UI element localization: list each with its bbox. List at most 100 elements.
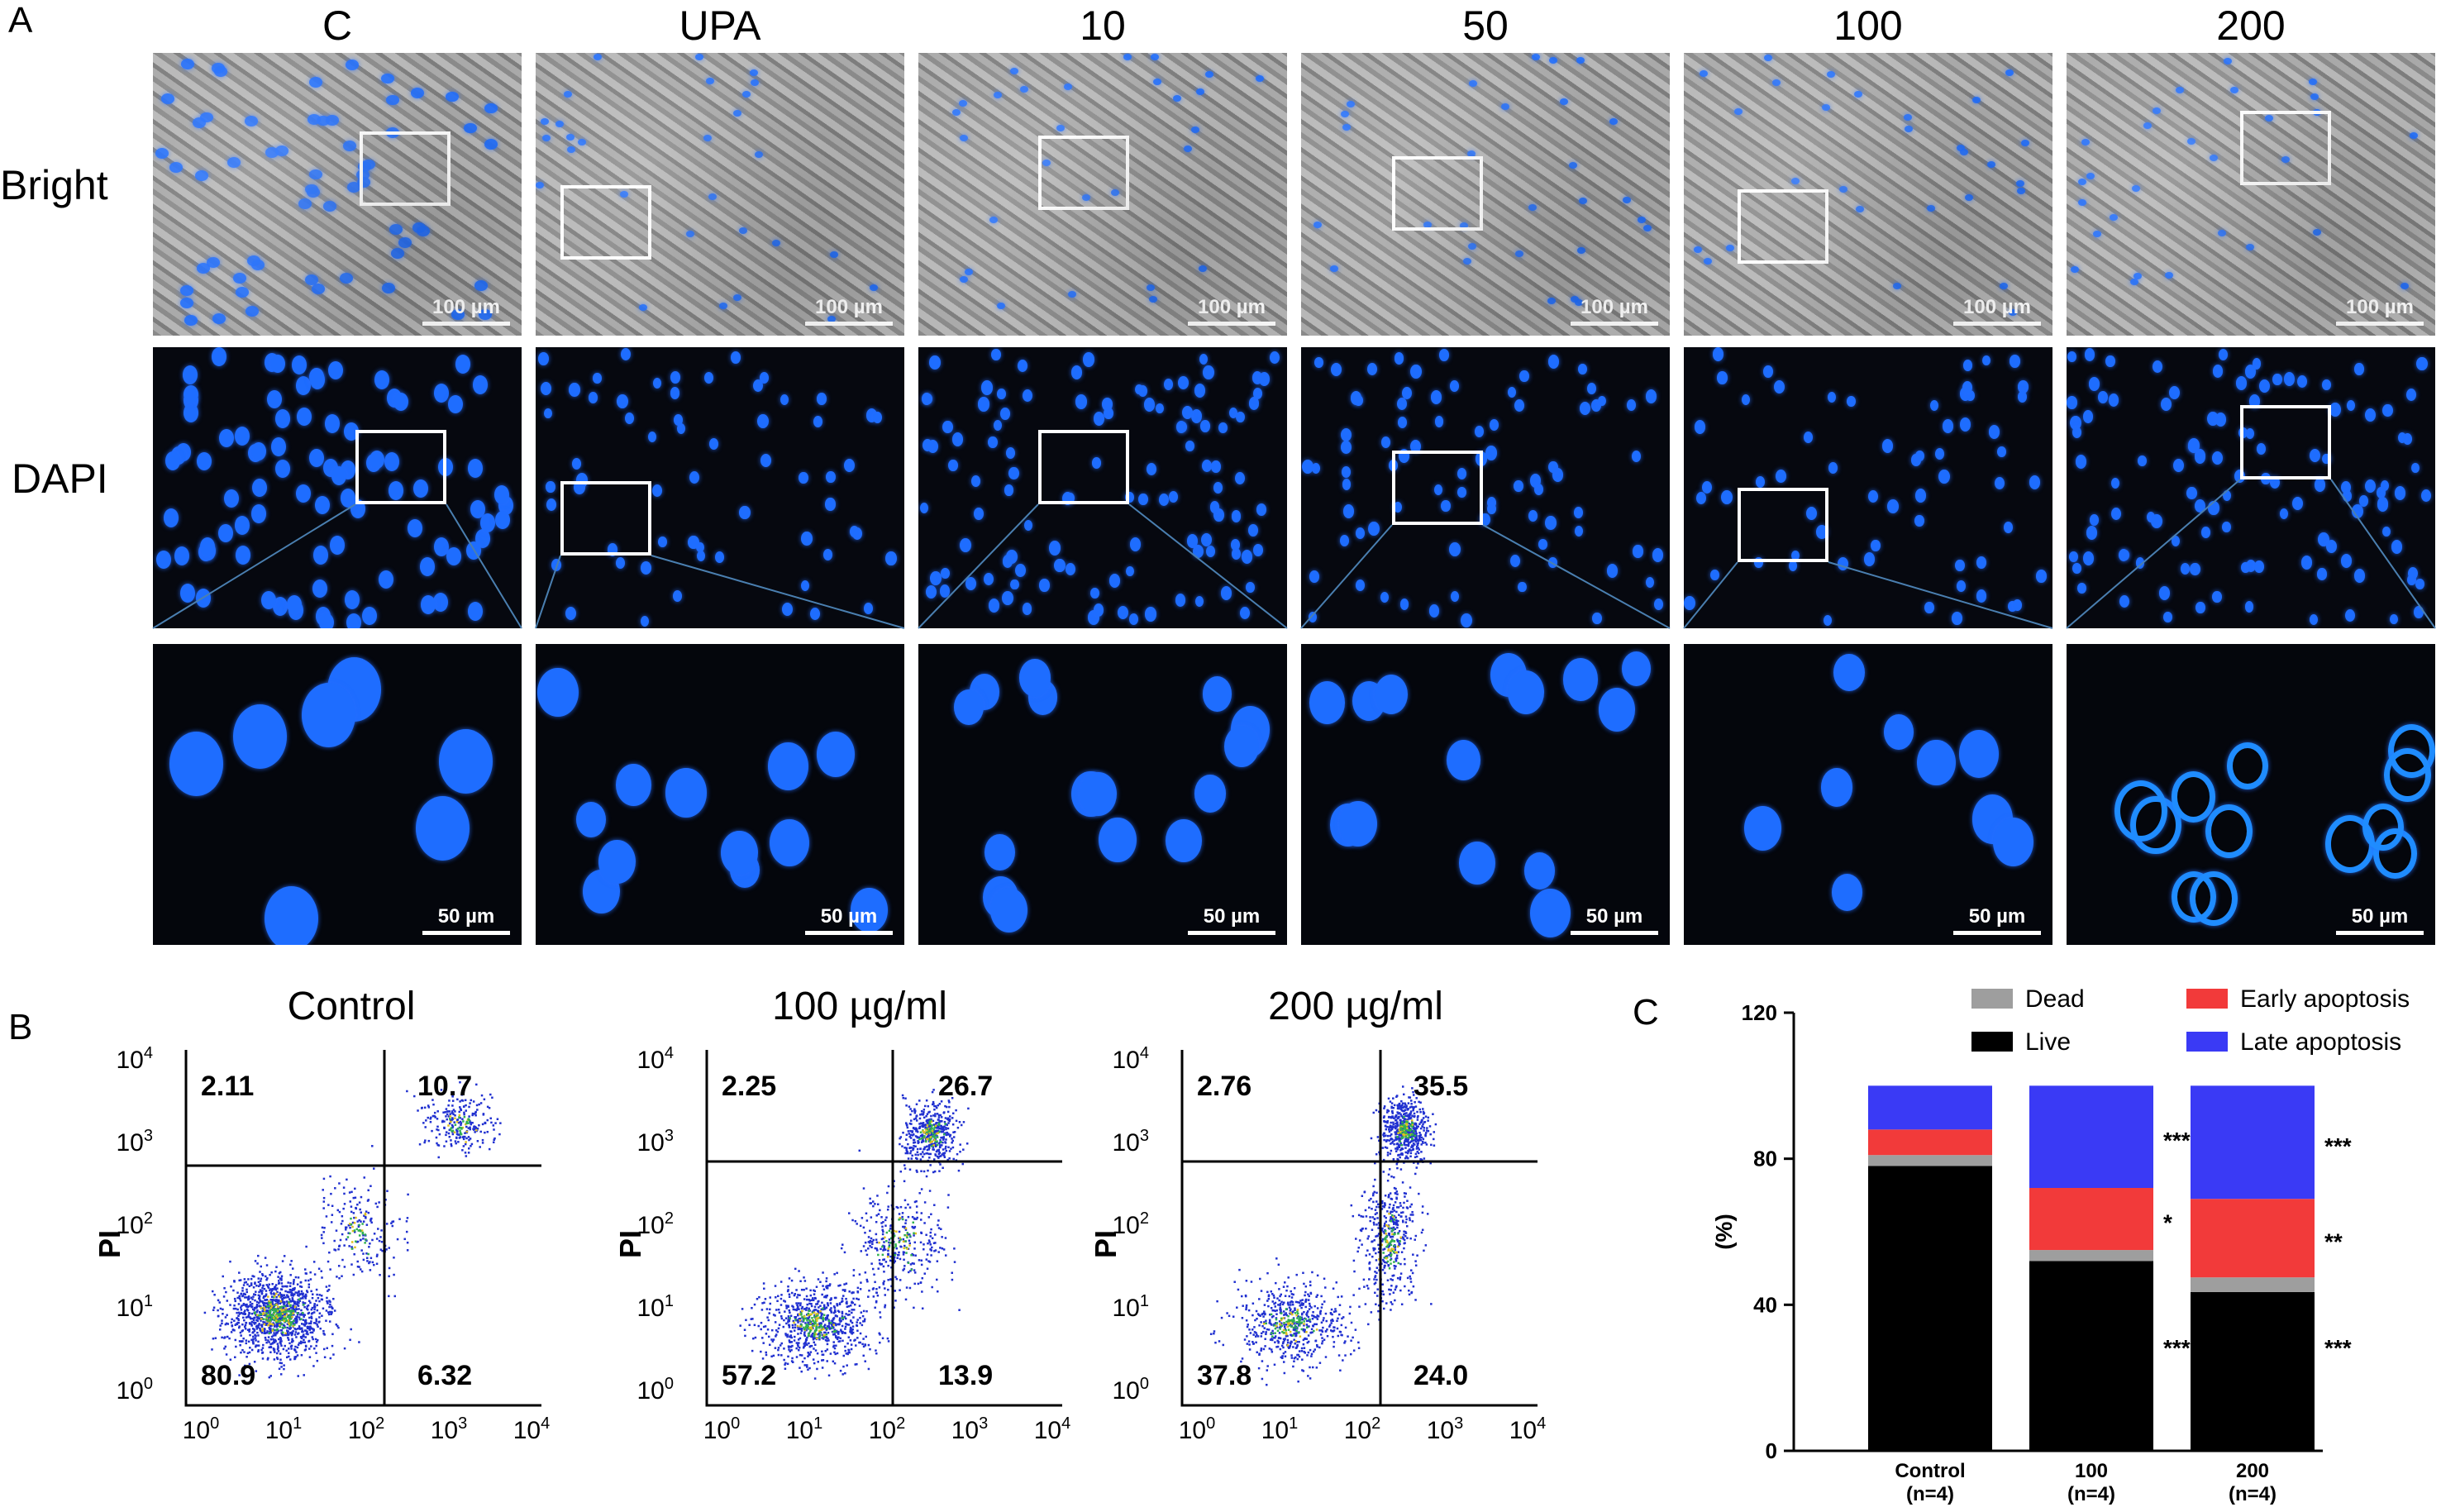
event-dot bbox=[903, 1247, 905, 1250]
event-dot bbox=[1324, 1286, 1327, 1289]
event-dot bbox=[330, 1221, 333, 1223]
nucleus bbox=[1209, 500, 1220, 513]
event-dot bbox=[257, 1285, 260, 1288]
y-tick-label: 103 bbox=[637, 1127, 675, 1157]
event-dot bbox=[458, 1116, 460, 1118]
event-dot bbox=[297, 1305, 300, 1307]
event-dot bbox=[263, 1306, 265, 1309]
event-dot bbox=[808, 1316, 811, 1319]
event-dot bbox=[283, 1255, 286, 1257]
x-tick-label: 102 bbox=[869, 1414, 906, 1444]
event-dot bbox=[1271, 1351, 1274, 1353]
event-dot bbox=[351, 1225, 354, 1228]
nucleus bbox=[1530, 888, 1571, 937]
event-dot bbox=[1292, 1293, 1294, 1296]
nucleus bbox=[2083, 551, 2095, 565]
event-dot bbox=[788, 1348, 790, 1351]
nucleus bbox=[236, 546, 251, 565]
event-dot bbox=[937, 1142, 941, 1145]
x-axis-label: Annexin V-FITC bbox=[775, 1444, 994, 1447]
event-dot bbox=[1245, 1308, 1247, 1311]
nucleus bbox=[1833, 653, 1866, 692]
event-dot bbox=[767, 1335, 770, 1338]
nucleus bbox=[1252, 388, 1262, 399]
event-dot bbox=[883, 1241, 885, 1243]
event-dot bbox=[265, 1293, 268, 1295]
nucleus bbox=[565, 606, 577, 621]
nucleus bbox=[1342, 503, 1354, 518]
nucleus bbox=[182, 365, 198, 384]
event-dot bbox=[807, 1351, 809, 1354]
event-dot bbox=[762, 1342, 765, 1344]
event-dot bbox=[257, 1326, 260, 1329]
event-dot bbox=[1384, 1146, 1387, 1149]
event-dot bbox=[1331, 1313, 1333, 1316]
event-dot bbox=[239, 1279, 242, 1281]
event-dot bbox=[918, 1099, 921, 1102]
event-dot bbox=[937, 1148, 941, 1152]
nucleus bbox=[1938, 470, 1950, 484]
event-dot bbox=[784, 1367, 787, 1371]
event-dot bbox=[913, 1118, 916, 1121]
event-dot bbox=[869, 1229, 871, 1233]
event-dot bbox=[1265, 1319, 1267, 1322]
event-dot bbox=[268, 1310, 271, 1313]
event-dot bbox=[1395, 1116, 1397, 1118]
event-dot bbox=[883, 1245, 886, 1247]
event-dot bbox=[936, 1124, 938, 1128]
event-dot bbox=[454, 1123, 457, 1126]
event-dot bbox=[457, 1121, 460, 1124]
nucleus bbox=[673, 414, 684, 427]
event-dot bbox=[936, 1278, 938, 1281]
event-dot bbox=[819, 1325, 822, 1328]
column-title-200: 200 bbox=[2216, 2, 2286, 49]
event-dot bbox=[489, 1117, 492, 1120]
event-dot bbox=[219, 1307, 222, 1310]
event-dot bbox=[1257, 1367, 1261, 1370]
event-dot bbox=[246, 1328, 250, 1332]
event-dot bbox=[1396, 1111, 1399, 1114]
event-dot bbox=[269, 1301, 272, 1304]
event-dot bbox=[259, 1271, 261, 1273]
event-dot bbox=[268, 1283, 270, 1286]
event-dot bbox=[274, 1333, 277, 1337]
event-dot bbox=[1349, 1305, 1352, 1309]
nucleus bbox=[2221, 521, 2231, 532]
event-dot bbox=[932, 1142, 935, 1146]
event-dot bbox=[906, 1151, 908, 1153]
event-dot bbox=[1269, 1338, 1272, 1341]
event-dot bbox=[856, 1223, 858, 1225]
event-dot bbox=[807, 1321, 809, 1324]
event-dot bbox=[283, 1309, 285, 1311]
event-dot bbox=[475, 1128, 478, 1132]
event-dot bbox=[238, 1297, 241, 1300]
event-dot bbox=[367, 1199, 370, 1201]
event-dot bbox=[278, 1367, 281, 1371]
event-dot bbox=[292, 1282, 295, 1285]
event-dot bbox=[280, 1366, 283, 1368]
nucleus bbox=[1507, 387, 1516, 398]
event-dot bbox=[1237, 1288, 1240, 1291]
event-dot bbox=[396, 1238, 399, 1241]
event-dot bbox=[297, 1276, 300, 1279]
event-dot bbox=[890, 1266, 893, 1269]
event-dot bbox=[894, 1260, 897, 1262]
nucleus bbox=[1959, 730, 2000, 778]
event-dot bbox=[253, 1312, 256, 1315]
event-dot bbox=[1306, 1314, 1309, 1317]
event-dot bbox=[811, 1297, 814, 1300]
event-dot bbox=[822, 1285, 824, 1287]
event-dot bbox=[270, 1295, 274, 1298]
nucleus bbox=[2188, 438, 2200, 453]
event-dot bbox=[259, 1289, 262, 1291]
x-tick-label: 103 bbox=[951, 1414, 989, 1444]
event-dot bbox=[1333, 1345, 1335, 1348]
event-dot bbox=[327, 1288, 331, 1291]
event-dot bbox=[930, 1228, 932, 1231]
event-dot bbox=[929, 1119, 932, 1122]
event-dot bbox=[234, 1356, 236, 1359]
event-dot bbox=[908, 1133, 911, 1135]
event-dot bbox=[302, 1319, 305, 1321]
nucleus bbox=[929, 355, 941, 370]
event-dot bbox=[406, 1241, 409, 1244]
